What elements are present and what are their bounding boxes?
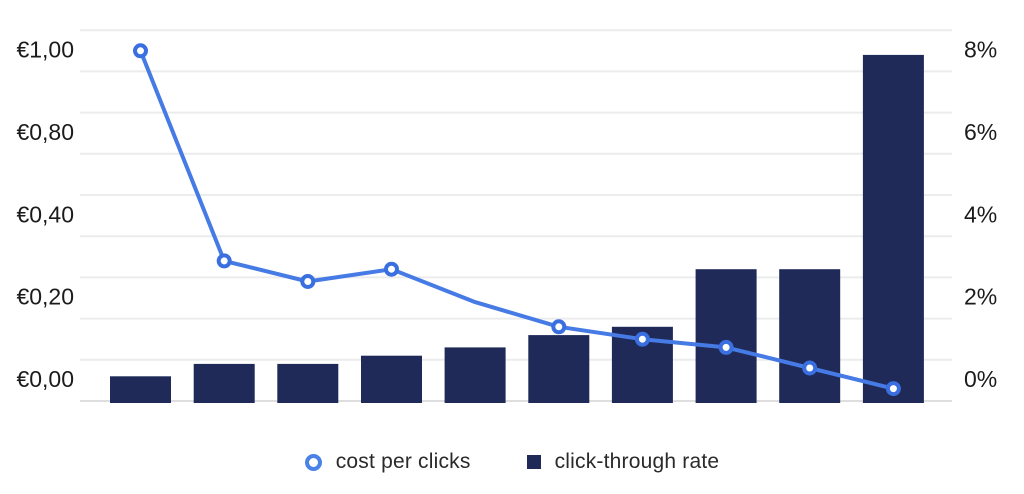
line-series-marker-icon [304,453,322,471]
cpc-marker [551,319,567,335]
legend-item-cost-per-clicks[interactable]: cost per clicks [304,450,471,474]
ctr-bar [277,363,339,403]
ctr-bar [193,363,255,403]
left-axis-label: €0,40 [16,201,74,227]
legend-item-click-through-rate[interactable]: click-through rate [526,450,720,474]
cpc-marker [802,360,818,376]
bar-series-marker-icon [526,455,541,469]
ctr-bar [779,269,841,403]
left-axis-label: €0,20 [16,284,74,310]
right-axis-label: 6% [964,119,997,145]
cpc-marker [718,339,734,355]
right-axis-label: 0% [964,366,997,392]
cpc-line [138,48,896,391]
left-axis-label: €1,00 [16,36,74,62]
cpc-marker [634,331,650,347]
chart-legend: cost per clicks click-through rate [0,446,1024,478]
cpc-marker [384,261,399,277]
legend-label-click-through-rate: click-through rate [554,450,720,473]
right-axis-label: 2% [964,284,997,310]
combo-chart-canvas: €1,00 €0,80 €0,40 €0,20 €0,00 8% 6% 4% 2% 0% [16,29,997,404]
ctr-bar [862,54,924,404]
right-axis-label: 4% [964,201,997,227]
cpc-marker [885,381,901,397]
ctr-bar [528,335,590,403]
ctr-bar [361,355,422,403]
right-axis-label: 8% [964,36,997,62]
ctr-bar [110,376,171,403]
cpc-marker [300,274,316,289]
legend-label-cost-per-clicks: cost per clicks [335,450,471,473]
left-axis-label: €0,80 [16,119,74,145]
cpc-marker [216,253,232,269]
ctr-bar [444,347,506,403]
left-axis-label: €0,00 [16,366,74,392]
cpc-marker [133,43,148,59]
ctr-bar [695,269,757,403]
